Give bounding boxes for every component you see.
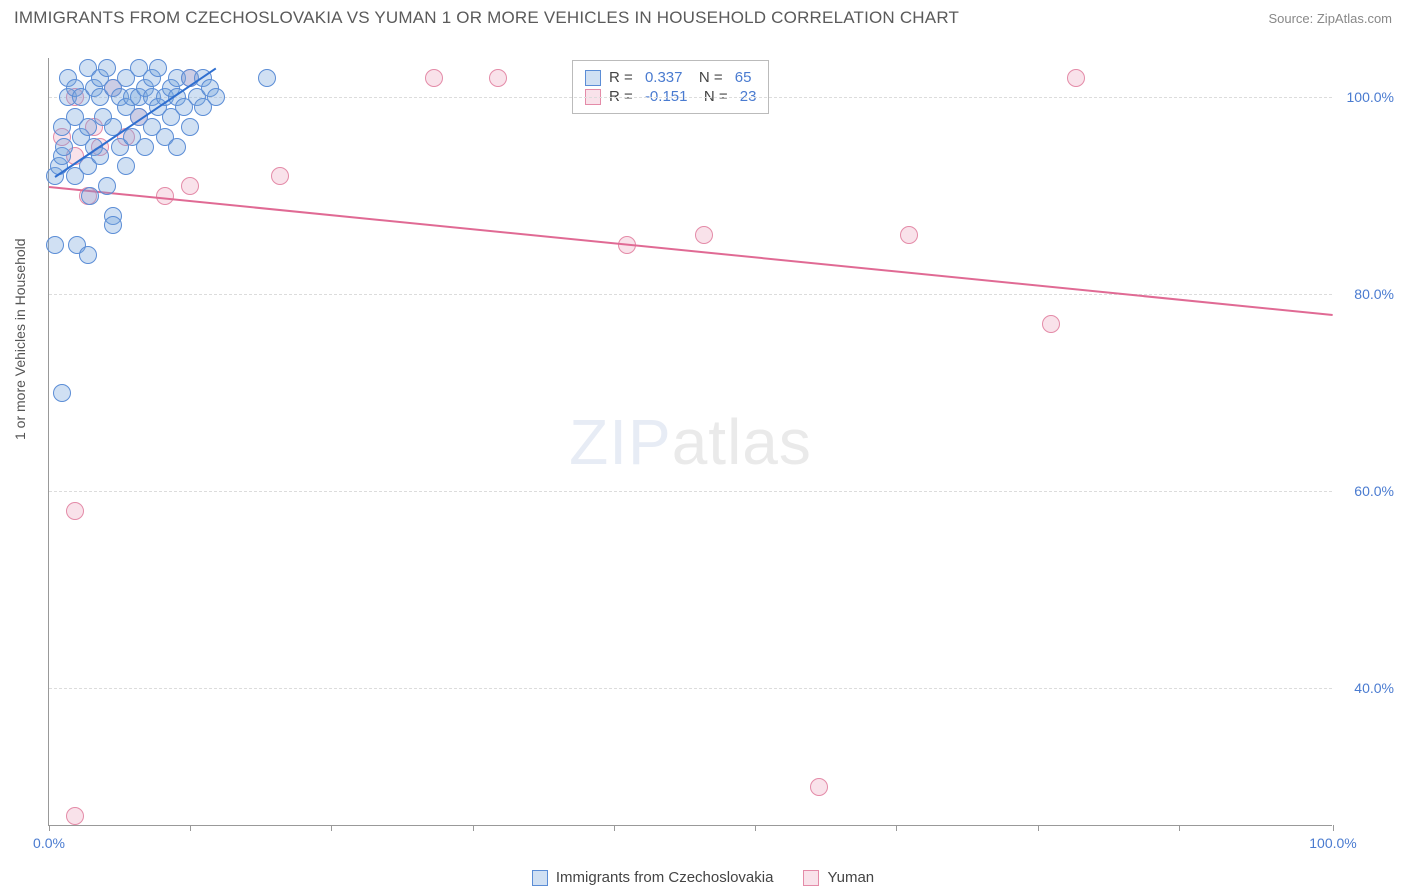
x-tick [49, 825, 50, 831]
data-point [149, 59, 167, 77]
data-point [66, 807, 84, 825]
data-point [66, 502, 84, 520]
gridline [49, 97, 1332, 98]
data-point [425, 69, 443, 87]
legend-swatch-blue [585, 70, 601, 86]
x-tick [190, 825, 191, 831]
data-point [55, 138, 73, 156]
y-tick-label: 100.0% [1338, 89, 1394, 105]
x-tick [614, 825, 615, 831]
legend-r-blue: 0.337 [645, 69, 683, 86]
x-tick [1038, 825, 1039, 831]
data-point [168, 138, 186, 156]
data-point [117, 157, 135, 175]
legend-swatch-pink [803, 870, 819, 886]
x-tick [331, 825, 332, 831]
legend-label-blue: Immigrants from Czechoslovakia [556, 869, 774, 886]
data-point [81, 187, 99, 205]
chart-title: IMMIGRANTS FROM CZECHOSLOVAKIA VS YUMAN … [14, 8, 959, 28]
scatter-chart: ZIPatlas R = 0.337 N = 65 R = -0.151 N =… [48, 58, 1332, 826]
x-tick [896, 825, 897, 831]
y-axis-label: 1 or more Vehicles in Household [12, 238, 28, 440]
data-point [181, 177, 199, 195]
data-point [79, 246, 97, 264]
legend-label-pink: Yuman [827, 869, 874, 886]
data-point [104, 216, 122, 234]
x-tick-label: 100.0% [1309, 835, 1356, 851]
x-tick [1333, 825, 1334, 831]
data-point [271, 167, 289, 185]
legend-r-label: R = [609, 69, 637, 86]
gridline [49, 491, 1332, 492]
correlation-legend: R = 0.337 N = 65 R = -0.151 N = 23 [572, 60, 769, 114]
data-point [181, 118, 199, 136]
x-tick [755, 825, 756, 831]
x-tick [1179, 825, 1180, 831]
data-point [136, 138, 154, 156]
y-tick-label: 60.0% [1338, 483, 1394, 499]
data-point [156, 187, 174, 205]
data-point [98, 59, 116, 77]
x-tick-label: 0.0% [33, 835, 65, 851]
data-point [53, 384, 71, 402]
y-tick-label: 40.0% [1338, 680, 1394, 696]
legend-swatch-blue [532, 870, 548, 886]
gridline [49, 688, 1332, 689]
data-point [489, 69, 507, 87]
data-point [258, 69, 276, 87]
data-point [900, 226, 918, 244]
trend-line [49, 186, 1333, 316]
data-point [810, 778, 828, 796]
data-point [1067, 69, 1085, 87]
x-tick [473, 825, 474, 831]
data-point [207, 88, 225, 106]
data-point [46, 236, 64, 254]
legend-n-blue: 65 [735, 69, 752, 86]
source-label: Source: ZipAtlas.com [1268, 11, 1392, 26]
legend-n-label: N = [690, 69, 726, 86]
y-tick-label: 80.0% [1338, 286, 1394, 302]
data-point [1042, 315, 1060, 333]
series-legend: Immigrants from Czechoslovakia Yuman [0, 869, 1406, 886]
data-point [695, 226, 713, 244]
watermark: ZIPatlas [569, 405, 812, 479]
data-point [98, 177, 116, 195]
